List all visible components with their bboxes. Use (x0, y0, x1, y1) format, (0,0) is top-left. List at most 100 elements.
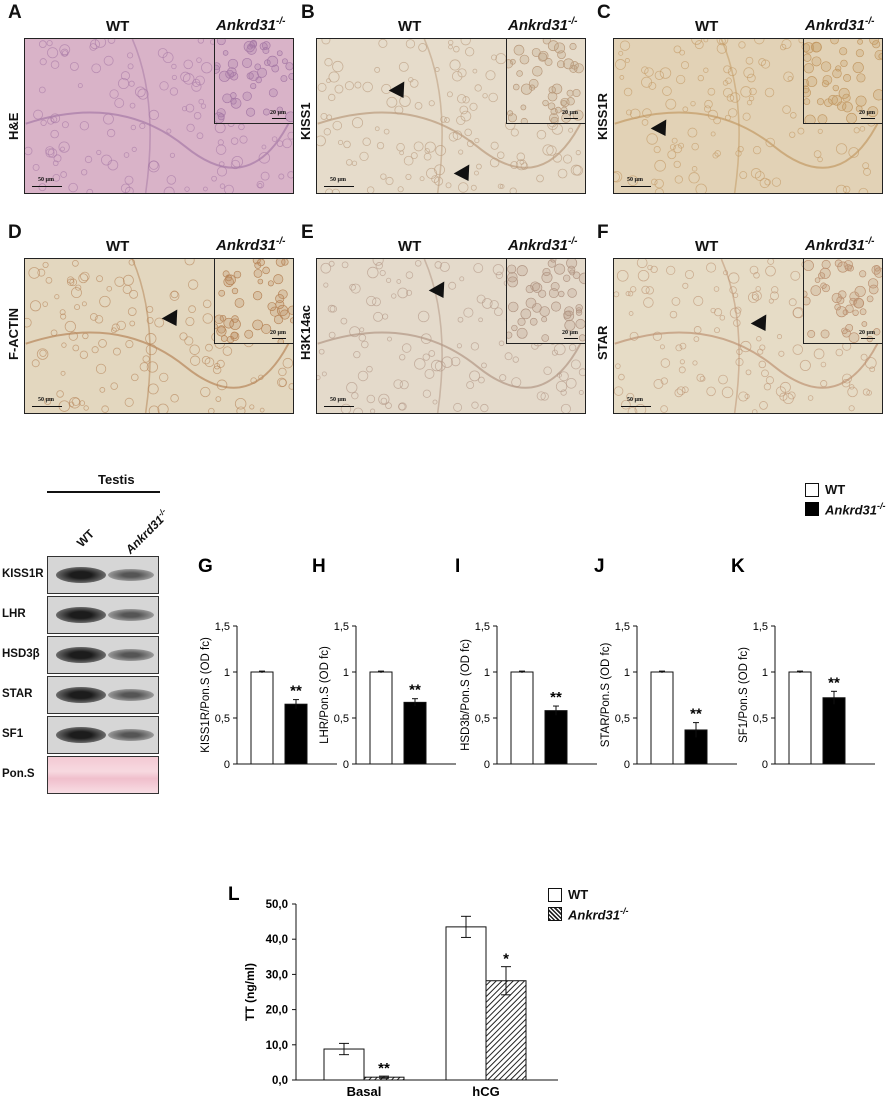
inset-scale-bar (861, 118, 875, 119)
blot-band-strip (47, 676, 159, 714)
knockout-inset-image (214, 38, 294, 124)
inset-scale-bar-label: 20 µm (270, 110, 286, 116)
panel-letter-d: D (8, 222, 22, 243)
bar-wt (250, 671, 274, 765)
y-axis-label: KISS1R/Pon.S (OD fc) (200, 637, 212, 753)
y-tick-label: 1 (762, 667, 768, 679)
scale-bar (324, 406, 354, 407)
legend-bottom-wt-label: WT (568, 887, 589, 902)
y-tick-label: 0,5 (475, 713, 490, 725)
y-tick-label: 0 (484, 759, 490, 771)
bar-knockout (485, 980, 527, 1081)
bar-wt (445, 926, 487, 1081)
y-tick-label: 40,0 (266, 934, 288, 946)
inset-scale-bar-label: 20 µm (270, 330, 286, 336)
y-tick-label: 1 (224, 667, 230, 679)
y-tick-label: 0,5 (334, 713, 349, 725)
x-category-label: hCG (472, 1084, 499, 1099)
y-axis-label: STAR/Pon.S (OD fc) (600, 643, 612, 748)
y-axis-label: HSD3b/Pon.S (OD fc) (460, 639, 472, 751)
knockout-label: Ankrd31-/- (508, 16, 578, 34)
inset-scale-bar (272, 338, 286, 339)
legend-ko-label: Ankrd31-/- (825, 501, 886, 518)
y-tick-label: 1,5 (215, 621, 230, 633)
blot-row-label: SF1 (2, 728, 24, 740)
band-knockout (108, 609, 154, 621)
band-wt (56, 647, 106, 663)
knockout-inset-image (214, 258, 294, 344)
significance-label: ** (378, 1060, 390, 1077)
legend-ko-swatch (805, 502, 819, 516)
y-axis-label: LHR/Pon.S (OD fc) (319, 646, 331, 744)
blot-row-label: STAR (2, 688, 33, 700)
panel-letter-a: A (8, 2, 22, 23)
knockout-inset-image (506, 258, 586, 344)
inset-scale-bar (861, 338, 875, 339)
band-wt (56, 607, 106, 623)
y-tick-label: 1,5 (615, 621, 630, 633)
blot-row-label: KISS1R (2, 568, 44, 580)
y-tick-label: 1,5 (475, 621, 490, 633)
scale-bar (32, 406, 62, 407)
y-axis-label: TT (ng/ml) (243, 963, 257, 1021)
band-wt (56, 567, 106, 583)
knockout-label: Ankrd31-/- (508, 236, 578, 254)
inset-scale-bar-label: 20 µm (859, 330, 875, 336)
band-knockout (108, 649, 154, 661)
panel-letter-b: B (301, 2, 315, 23)
scale-bar (621, 406, 651, 407)
panel-letter-i: I (455, 556, 460, 577)
bar-knockout (284, 703, 308, 765)
scale-bar-label: 50 µm (38, 177, 54, 183)
scale-bar-label: 50 µm (330, 397, 346, 403)
blot-tissue-label: Testis (98, 472, 135, 487)
scale-bar (324, 186, 354, 187)
scale-bar-label: 50 µm (627, 397, 643, 403)
blot-band-strip (47, 556, 159, 594)
y-tick-label: 0,5 (215, 713, 230, 725)
blot-band-strip (47, 596, 159, 634)
legend-bottom-ko-swatch (548, 907, 562, 921)
inset-scale-bar (564, 118, 578, 119)
panel-letter-j: J (594, 556, 605, 577)
knockout-label: Ankrd31-/- (216, 16, 286, 34)
band-knockout (108, 689, 154, 701)
band-knockout (108, 729, 154, 741)
panel-letter-f: F (597, 222, 609, 243)
y-tick-label: 1 (624, 667, 630, 679)
y-tick-label: 0 (762, 759, 768, 771)
panel-letter-c: C (597, 2, 611, 23)
wt-label: WT (106, 18, 130, 35)
y-tick-label: 0 (343, 759, 349, 771)
significance-label: ** (690, 706, 702, 723)
significance-label: ** (409, 682, 421, 699)
y-tick-label: 0,5 (753, 713, 768, 725)
y-tick-label: 1 (343, 667, 349, 679)
scale-bar-label: 50 µm (38, 397, 54, 403)
y-tick-label: 1,5 (334, 621, 349, 633)
significance-label: ** (828, 674, 840, 691)
band-knockout (108, 569, 154, 581)
bar-wt (369, 671, 393, 765)
inset-scale-bar (564, 338, 578, 339)
y-axis-label: SF1/Pon.S (OD fc) (738, 647, 750, 743)
knockout-label: Ankrd31-/- (805, 16, 875, 34)
wt-label: WT (398, 18, 422, 35)
panel-letter-h: H (312, 556, 326, 577)
significance-label: * (503, 951, 509, 968)
legend-wt-swatch (805, 483, 819, 497)
panel-letter-l: L (228, 884, 240, 905)
panel-letter-e: E (301, 222, 314, 243)
y-tick-label: 0,0 (272, 1075, 288, 1087)
inset-scale-bar-label: 20 µm (859, 110, 875, 116)
scale-bar (621, 186, 651, 187)
knockout-inset-image (506, 38, 586, 124)
y-tick-label: 0 (224, 759, 230, 771)
blot-tissue-underline (47, 491, 160, 493)
wt-label: WT (695, 18, 719, 35)
y-tick-label: 50,0 (266, 899, 288, 911)
bar-knockout (544, 710, 568, 765)
band-wt (56, 727, 106, 743)
wt-label: WT (106, 238, 130, 255)
